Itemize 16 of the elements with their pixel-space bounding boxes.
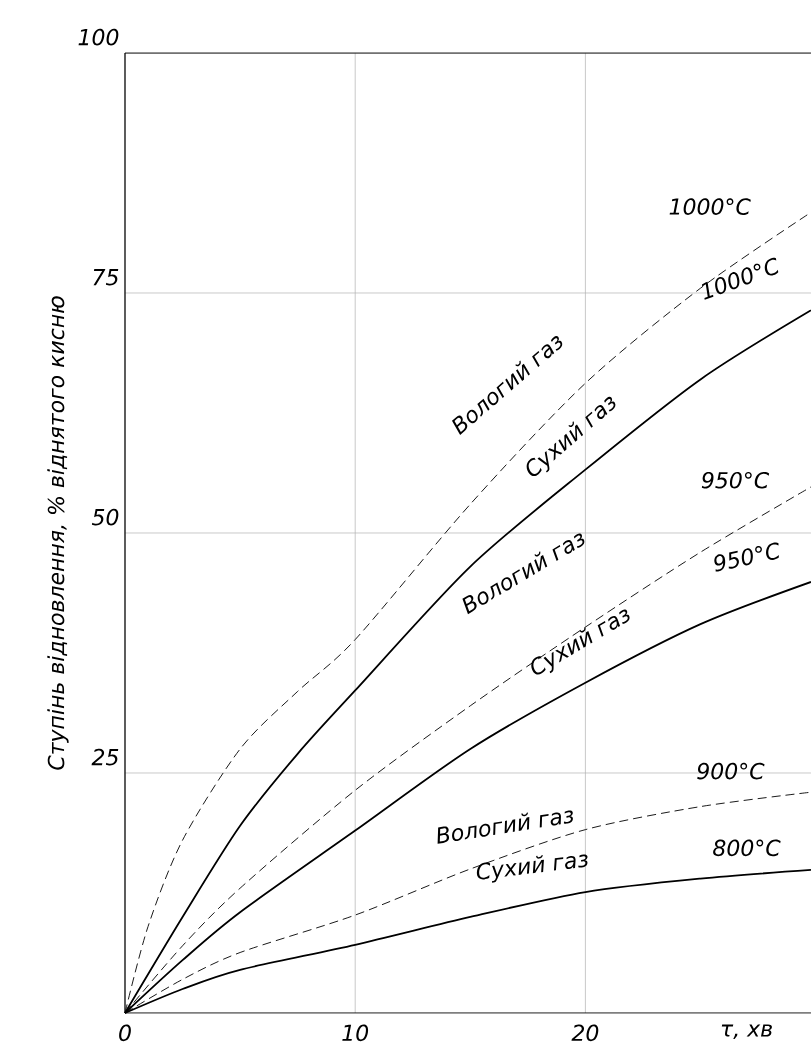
x-tick-label: 20 xyxy=(571,1024,599,1042)
y-tick-label: 100 xyxy=(78,28,119,46)
y-tick-label: 50 xyxy=(91,508,119,526)
x-tick-label: 0 xyxy=(119,1024,131,1042)
x-axis-title: τ, хв xyxy=(721,1024,772,1040)
annotation: 950°C xyxy=(701,471,770,489)
y-axis-title: Ступінь відновлення, % віднятого кисню xyxy=(47,296,69,770)
x-tick-label: 10 xyxy=(342,1024,369,1042)
y-tick-label: 75 xyxy=(93,269,119,286)
annotation: 950°C xyxy=(714,542,779,572)
annotation: 1000°C xyxy=(669,198,751,215)
annotation: 800°C xyxy=(713,839,781,857)
annotation: 900°C xyxy=(697,762,765,780)
annotation: Сухий газ xyxy=(476,854,588,883)
y-tick-label: 25 xyxy=(91,748,119,766)
annotation: Вологий газ xyxy=(437,810,573,844)
